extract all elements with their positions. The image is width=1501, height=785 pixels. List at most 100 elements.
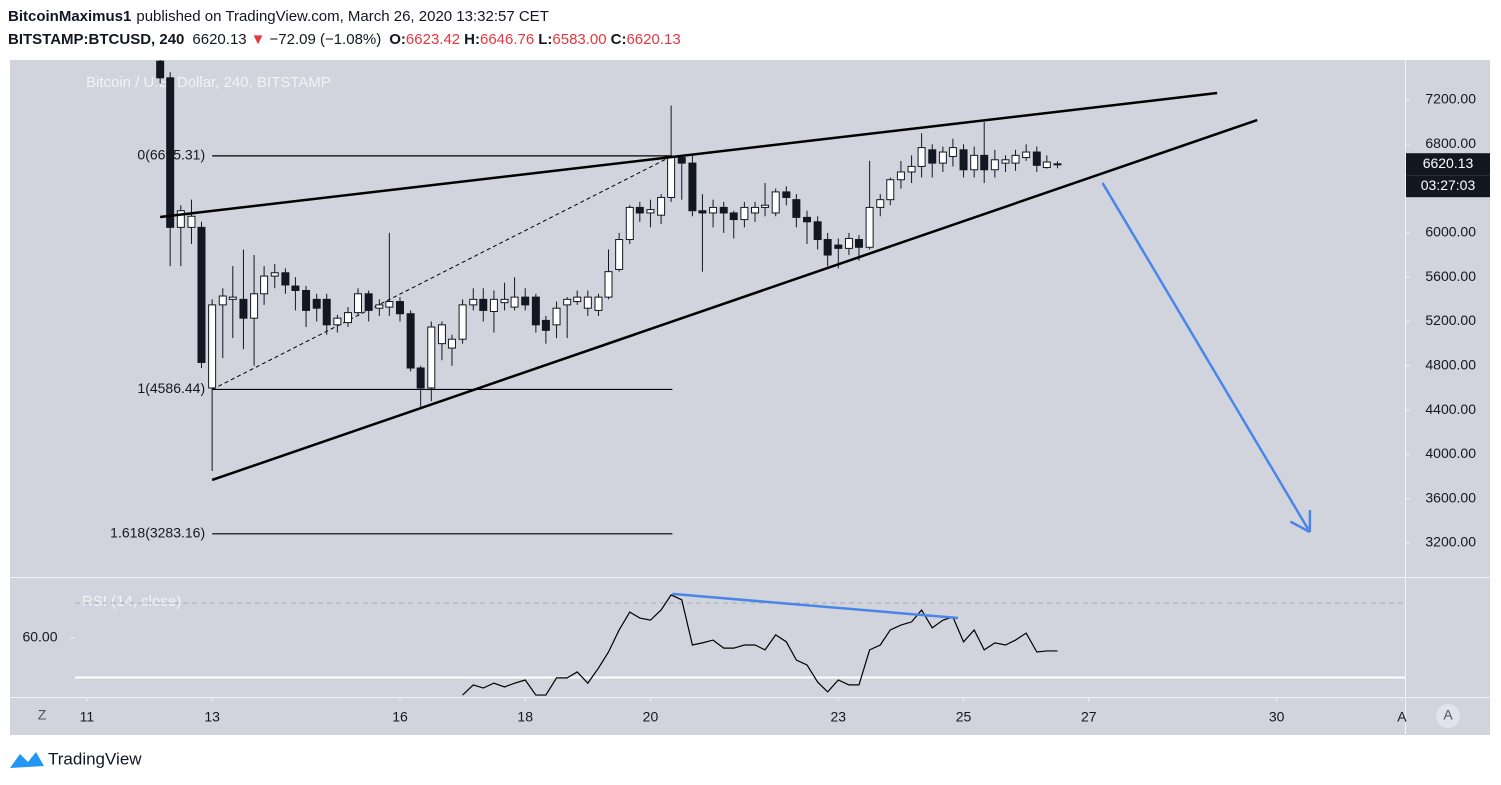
- zoom-button[interactable]: [28, 704, 56, 728]
- y-tick-label: 5600.00: [1425, 268, 1476, 284]
- candle-body: [239, 298, 248, 319]
- last-price: 6620.13: [192, 31, 246, 48]
- candle-body: [583, 296, 592, 309]
- x-tick-label: 27: [1081, 709, 1097, 725]
- ohlc-value: 6583.00: [552, 31, 606, 48]
- candle-body: [615, 239, 624, 270]
- candle-body: [698, 210, 707, 214]
- ohlc-value: 6646.76: [480, 31, 534, 48]
- symbol: BITSTAMP:BTCUSD, 240: [8, 31, 184, 48]
- candle-body: [469, 298, 478, 306]
- candle-body: [458, 304, 467, 340]
- y-tick-label: 6800.00: [1425, 135, 1476, 151]
- rsi-tick-label: 60.00: [22, 629, 57, 645]
- candle-body: [865, 206, 874, 248]
- candle-body: [813, 221, 822, 241]
- candle-body: [625, 206, 634, 241]
- candle-body: [1001, 159, 1010, 164]
- candle-body: [854, 239, 863, 248]
- candle-body: [667, 157, 676, 198]
- auto-button-label[interactable]: A: [1443, 707, 1453, 723]
- candle-body: [228, 296, 237, 300]
- candle-body: [322, 298, 331, 326]
- x-tick-label: A: [1397, 709, 1407, 725]
- brand: TradingView: [48, 749, 142, 768]
- axes: 3200.00 3600.00 4000.00 4400.00 4800.00 5200.…: [22, 91, 1490, 725]
- ohlc-key: O:: [389, 31, 406, 48]
- trendline: [211, 118, 1258, 482]
- candle-body: [364, 293, 373, 311]
- rsi-pane: [75, 592, 1405, 696]
- candle-body: [563, 298, 572, 306]
- candle-body: [521, 296, 530, 306]
- ohlc-value: 6620.13: [626, 31, 680, 48]
- candle-body: [447, 338, 456, 349]
- candle-body: [218, 295, 227, 306]
- candle-body: [938, 151, 947, 164]
- ohlc-key: L:: [538, 31, 552, 48]
- published: published on TradingView.com, March 26, …: [136, 8, 548, 25]
- symbol-line: BITSTAMP:BTCUSD, 240 6620.13 ▼ −72.09 (−1.0…: [8, 31, 681, 48]
- y-tick-label: 4000.00: [1425, 445, 1476, 461]
- x-tick-label: 13: [204, 709, 220, 725]
- rsi-line: [462, 594, 1058, 696]
- candle-body: [719, 206, 728, 214]
- candle-body: [782, 191, 791, 198]
- candle-body: [928, 149, 937, 164]
- countdown-label: 03:27:03: [1421, 177, 1476, 193]
- candle-body: [1032, 151, 1041, 166]
- candle-body: [250, 293, 259, 319]
- candle-body: [385, 301, 394, 308]
- rsi-legend: RSI (14, close): [82, 593, 181, 610]
- x-tick-label: 18: [517, 709, 533, 725]
- candle-body: [635, 206, 644, 214]
- ohlc-key: C:: [611, 31, 627, 48]
- candle-body: [510, 296, 519, 308]
- candle-body: [688, 162, 697, 212]
- fib-label: 1.618(3283.16): [110, 524, 205, 540]
- candle-body: [479, 298, 488, 311]
- candle-body: [176, 210, 185, 228]
- candle-body: [354, 293, 363, 314]
- candle-body: [970, 154, 979, 171]
- candle-body: [803, 216, 812, 223]
- candle-body: [344, 312, 353, 324]
- y-tick-label: 4800.00: [1425, 356, 1476, 372]
- candle-body: [771, 191, 780, 214]
- candle-body: [751, 206, 760, 214]
- y-tick-label: 5200.00: [1425, 312, 1476, 328]
- candle-body: [1053, 163, 1062, 166]
- fib-trend: [211, 155, 673, 390]
- candle-body: [281, 272, 290, 286]
- x-tick-label: 30: [1269, 709, 1285, 725]
- candle-body: [437, 324, 446, 345]
- candle-body: [646, 209, 655, 214]
- x-tick-label: 20: [643, 709, 659, 725]
- candle-body: [1042, 161, 1051, 169]
- candle-body: [907, 165, 916, 173]
- candle-body: [896, 171, 905, 181]
- candle-body: [427, 326, 436, 389]
- price-badge: [1406, 153, 1490, 176]
- candle-body: [197, 226, 206, 363]
- candle-body: [500, 298, 509, 304]
- candle-body: [187, 215, 196, 228]
- zoom-button-label[interactable]: Z: [38, 707, 47, 723]
- candle-body: [552, 307, 561, 326]
- candle-body: [573, 296, 582, 303]
- candle-body: [416, 367, 425, 389]
- ohlc-value: 6623.42: [406, 31, 460, 48]
- auto-button[interactable]: [1436, 704, 1460, 728]
- candle-body: [594, 296, 603, 311]
- x-tick-label: 25: [956, 709, 972, 725]
- candle-body: [823, 239, 832, 256]
- x-tick-label: 11: [80, 709, 95, 725]
- price-pane: 0(6695.31)1(4586.44)1.618(3283.16): [110, 60, 1312, 540]
- candle-body: [729, 212, 738, 221]
- change-arrow: ▼: [251, 31, 266, 48]
- arrow-head: [1289, 520, 1311, 534]
- candle-body: [260, 275, 269, 295]
- candle-body: [604, 271, 613, 298]
- candle-body: [677, 157, 686, 164]
